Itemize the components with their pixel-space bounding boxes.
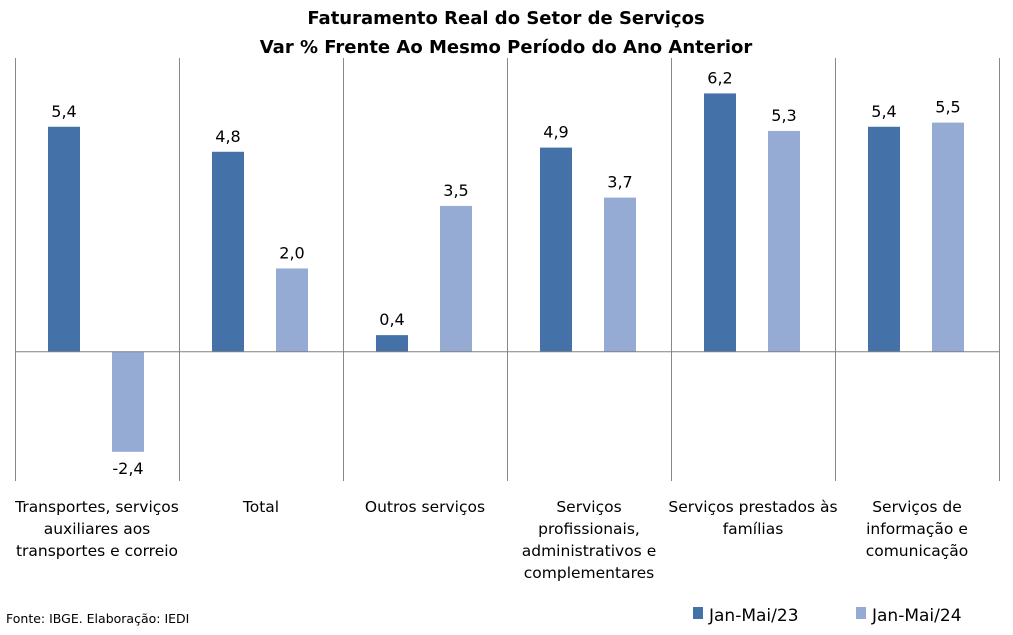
data-label-series-2-3: 3,7 (607, 173, 632, 192)
bar-series-1-3 (540, 147, 572, 352)
legend-swatch-series-2 (856, 607, 866, 619)
bars (48, 93, 964, 452)
category-label-1: Total (242, 498, 279, 516)
source-note: Fonte: IBGE. Elaboração: IEDI (6, 611, 189, 626)
data-label-series-1-0: 5,4 (51, 102, 76, 121)
bar-series-2-5 (932, 122, 964, 352)
data-label-series-2-5: 5,5 (935, 98, 960, 117)
chart-subtitle: Var % Frente Ao Mesmo Período do Ano Ant… (260, 37, 753, 58)
bar-series-1-0 (48, 126, 80, 352)
bar-series-1-1 (212, 151, 244, 352)
data-label-series-1-5: 5,4 (871, 102, 896, 121)
category-label-0: Transportes, serviços auxiliares aos trans… (14, 498, 179, 560)
chart-title: Faturamento Real do Setor de Serviços (307, 8, 704, 29)
category-label-2: Outros serviços (365, 498, 485, 516)
bar-series-1-4 (704, 93, 736, 352)
legend-label-series-1: Jan-Mai/23 (708, 606, 799, 626)
value-labels: 5,4 4,8 0,4 4,9 6,2 5,4 -2,4 2,0 3,5 3,7 5,3 5,5 (51, 68, 960, 477)
legend: Jan-Mai/23 Jan-Mai/24 (693, 606, 962, 626)
data-label-series-2-4: 5,3 (771, 106, 796, 125)
legend-swatch-series-1 (693, 607, 703, 619)
bar-series-1-5 (868, 126, 900, 352)
legend-label-series-2: Jan-Mai/24 (871, 606, 962, 626)
data-label-series-1-3: 4,9 (543, 123, 568, 142)
data-label-series-2-0: -2,4 (112, 459, 143, 478)
category-labels: Transportes, serviços auxiliares aos trans… (14, 498, 968, 582)
data-label-series-1-2: 0,4 (379, 310, 404, 329)
bar-series-2-4 (768, 130, 800, 352)
category-label-5: Serviços de informação e comunicação (866, 498, 969, 560)
bar-series-2-2 (440, 205, 472, 352)
data-label-series-1-1: 4,8 (215, 127, 240, 146)
data-label-series-2-1: 2,0 (279, 243, 304, 262)
data-label-series-1-4: 6,2 (707, 68, 732, 87)
bar-series-2-1 (276, 268, 308, 352)
data-label-series-2-2: 3,5 (443, 181, 468, 200)
bar-series-1-2 (376, 335, 408, 352)
bar-series-2-3 (604, 197, 636, 352)
category-dividers (15, 58, 1000, 481)
bar-series-2-0 (112, 351, 144, 452)
category-label-4: Serviços prestados às famílias (668, 498, 837, 538)
